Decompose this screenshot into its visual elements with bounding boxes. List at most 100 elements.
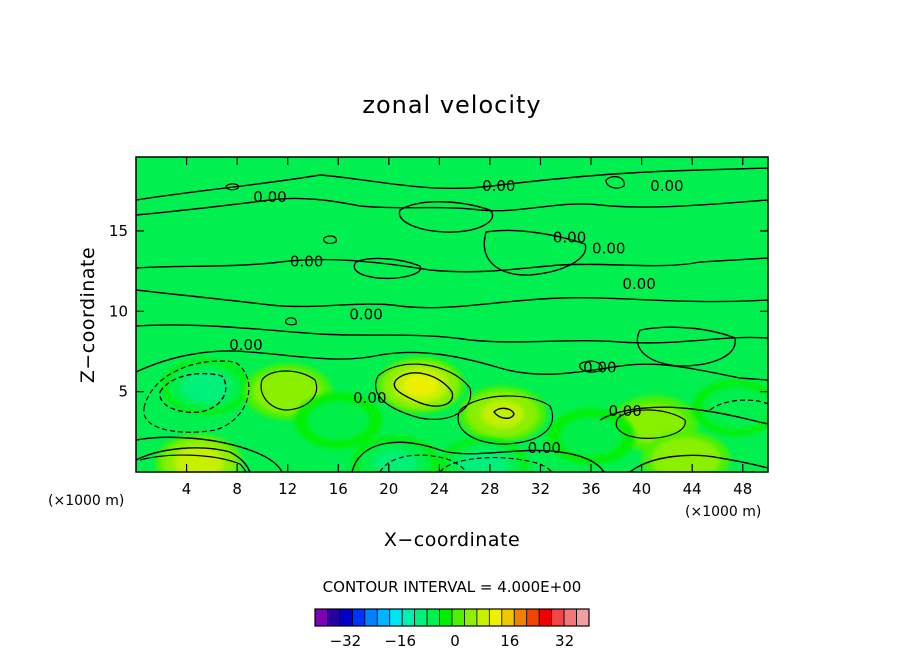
x-tick-label: 20 xyxy=(379,480,398,498)
contour-label: 0.00 xyxy=(253,188,286,206)
contour-line xyxy=(483,229,587,276)
contour-line xyxy=(136,324,768,344)
contour-line xyxy=(136,350,768,381)
contour-label: 0.00 xyxy=(592,240,625,258)
y-axis-title: Z−coordinate xyxy=(77,247,99,383)
colorbar-swatch xyxy=(513,608,528,627)
colorbar-swatch xyxy=(526,608,540,627)
colorbar-swatch xyxy=(551,608,565,627)
colorbar-swatch xyxy=(314,608,328,627)
x-tick-label: 44 xyxy=(683,480,702,498)
contour-line xyxy=(351,441,605,472)
contour-line xyxy=(353,257,422,280)
colorbar-swatch xyxy=(339,608,353,627)
velocity-region xyxy=(660,443,711,472)
colorbar-tick-label: 0 xyxy=(450,632,460,650)
contour-line xyxy=(225,183,239,191)
x-axis: 4 8 12 16 20 24 28 32 36 40 44 48 xyxy=(182,157,752,498)
velocity-region xyxy=(186,374,225,399)
contour-line xyxy=(136,447,251,472)
plot-frame xyxy=(135,156,769,473)
y-tick-label: 5 xyxy=(118,383,128,401)
contour-line xyxy=(136,197,768,216)
colorbar-swatch xyxy=(576,608,590,627)
colorbar-tick-label: 16 xyxy=(500,632,519,650)
colorbar-swatch xyxy=(464,608,478,627)
x-tick-label: 32 xyxy=(531,480,550,498)
contour-line xyxy=(599,406,768,425)
contour-label: 0.00 xyxy=(553,228,586,246)
y-tick-label: 10 xyxy=(109,302,128,320)
colorbar-swatch xyxy=(414,608,428,627)
contour-line xyxy=(439,456,553,472)
velocity-region xyxy=(262,375,313,408)
contour-lines xyxy=(136,167,768,472)
y-axis: 5 10 15 xyxy=(109,222,768,401)
colorbar-swatch xyxy=(563,608,577,627)
contour-line xyxy=(579,360,603,373)
colorbar-swatch xyxy=(426,608,440,627)
contour-label: 0.00 xyxy=(650,177,683,195)
colorbar-swatch xyxy=(389,608,403,627)
contour-line xyxy=(375,363,472,420)
contour-label: 0.00 xyxy=(608,402,641,420)
contour-line xyxy=(260,370,318,411)
x-unit-right: (×1000 m) xyxy=(685,504,761,520)
contour-label: 0.00 xyxy=(290,252,323,270)
contour-line xyxy=(379,454,467,472)
contour-line xyxy=(605,176,625,189)
contour-line xyxy=(136,289,768,309)
colorbar-swatch xyxy=(439,608,453,627)
contour-line xyxy=(159,372,227,413)
colorbar-swatch xyxy=(451,608,465,627)
x-unit-left: (×1000 m) xyxy=(48,493,124,509)
colorbar-swatch xyxy=(501,608,515,627)
contour-label: 0.00 xyxy=(528,439,561,457)
contour-label: 0.00 xyxy=(229,336,262,354)
contour-label: 0.00 xyxy=(482,177,515,195)
colorbar-tick-label: −32 xyxy=(330,632,362,650)
contour-labels: 0.00 0.00 0.00 0.00 0.00 0.00 0.00 0.00 0.00 0.00… xyxy=(229,177,683,457)
y-tick-label: 15 xyxy=(109,222,128,240)
x-tick-label: 8 xyxy=(232,480,242,498)
x-tick-label: 40 xyxy=(632,480,651,498)
velocity-region xyxy=(711,391,762,424)
velocity-region xyxy=(481,400,524,428)
contour-line xyxy=(709,399,768,411)
contour-line xyxy=(398,201,494,233)
colorbar: −32 −16 0 16 32 xyxy=(314,608,590,650)
x-tick-label: 36 xyxy=(581,480,600,498)
colorbar-swatch xyxy=(476,608,490,627)
contour-label: 0.00 xyxy=(353,389,386,407)
contour-line xyxy=(139,454,247,472)
x-tick-label: 4 xyxy=(182,480,192,498)
contour-line xyxy=(636,326,736,367)
contour-line xyxy=(615,409,686,439)
contour-label: 0.00 xyxy=(622,275,655,293)
velocity-region xyxy=(464,453,503,472)
x-axis-title: X−coordinate xyxy=(384,529,520,551)
velocity-region xyxy=(373,450,417,472)
x-tick-label: 48 xyxy=(733,480,752,498)
colorbar-frame xyxy=(314,608,590,627)
x-tick-label: 28 xyxy=(480,480,499,498)
colorbar-swatch xyxy=(401,608,416,627)
x-tick-label: 12 xyxy=(278,480,297,498)
contour-line xyxy=(493,407,515,419)
plot-area: 0.00 0.00 0.00 0.00 0.00 0.00 0.00 0.00 0.00 0.00… xyxy=(135,156,769,473)
colorbar-tick-label: 32 xyxy=(555,632,574,650)
contour-line xyxy=(285,317,297,326)
colorbar-swatch xyxy=(376,608,391,627)
contour-label: 0.00 xyxy=(349,306,382,324)
colorbar-swatch xyxy=(327,608,341,627)
colorbar-tick-label: −16 xyxy=(384,632,416,650)
contour-line xyxy=(393,372,454,407)
contour-line xyxy=(457,395,554,445)
contour-line xyxy=(136,436,283,472)
contour-line xyxy=(136,257,768,273)
contour-line xyxy=(629,454,768,472)
contour-line xyxy=(143,360,250,433)
colorbar-swatch xyxy=(488,608,503,627)
x-tick-label: 24 xyxy=(430,480,449,498)
contour-interval: CONTOUR INTERVAL = 4.000E+00 xyxy=(323,578,582,596)
